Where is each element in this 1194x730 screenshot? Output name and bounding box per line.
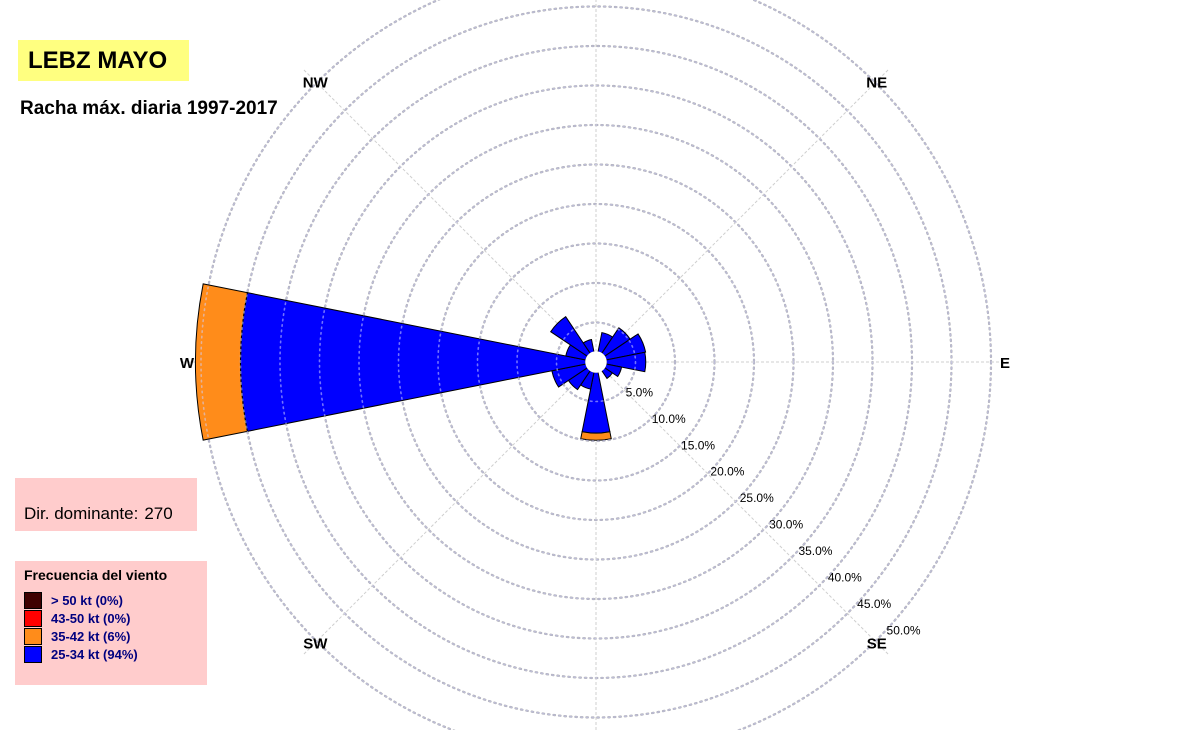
chart-subtitle: Racha máx. diaria 1997-2017 xyxy=(20,98,278,119)
legend-label: 25-34 kt (94%) xyxy=(51,646,138,662)
legend-swatch xyxy=(24,591,42,609)
radial-tick-label: 50.0% xyxy=(887,623,921,637)
legend: Frecuencia del viento > 50 kt (0%) 43-50… xyxy=(15,561,207,685)
radial-tick-label: 30.0% xyxy=(769,518,803,532)
legend-item: 35-42 kt (6%) xyxy=(24,627,207,645)
grid-ring-overlay xyxy=(279,45,913,679)
wind-petal xyxy=(240,292,587,432)
compass-label: SW xyxy=(303,636,328,653)
legend-label: > 50 kt (0%) xyxy=(51,592,123,608)
grid-ring-overlay xyxy=(555,321,637,403)
compass-label: SE xyxy=(867,636,887,653)
legend-item: 25-34 kt (94%) xyxy=(24,645,207,663)
legend-title: Frecuencia del viento xyxy=(24,567,168,583)
radial-tick-label: 5.0% xyxy=(626,385,654,399)
legend-swatch xyxy=(24,627,42,645)
wind-petals xyxy=(194,0,992,730)
legend-swatch xyxy=(24,645,42,663)
dominant-direction-box: Dir. dominante: 270 xyxy=(15,478,197,531)
compass-label: NW xyxy=(303,74,329,91)
legend-label: 35-42 kt (6%) xyxy=(51,628,131,644)
radial-tick-label: 20.0% xyxy=(710,465,744,479)
grid-ring-overlay xyxy=(516,282,676,442)
grid-spoke xyxy=(595,68,890,363)
legend-swatch xyxy=(24,609,42,627)
radial-tick-label: 10.0% xyxy=(652,412,686,426)
grid-ring-overlay xyxy=(397,163,795,561)
dominant-direction-label: Dir. dominante: xyxy=(24,504,139,523)
legend-item: > 50 kt (0%) xyxy=(24,591,207,609)
wind-petal xyxy=(580,431,612,441)
radial-tick-label: 40.0% xyxy=(828,570,862,584)
wind-petal xyxy=(194,283,248,441)
radial-tick-label: 35.0% xyxy=(798,544,832,558)
grid-ring-overlay xyxy=(476,242,716,482)
dominant-direction-value: 270 xyxy=(144,504,173,523)
grid-ring-overlay xyxy=(318,84,874,640)
grid-ring-overlay xyxy=(437,203,755,521)
compass-label: NE xyxy=(866,74,887,91)
chart-title: LEBZ MAYO xyxy=(18,40,189,81)
grid-spoke xyxy=(302,68,597,363)
grid-ring-overlay xyxy=(358,124,834,600)
calm-circle xyxy=(585,351,607,373)
grid-spoke xyxy=(302,361,597,656)
compass-label: E xyxy=(1000,355,1010,372)
chart-title-text: LEBZ MAYO xyxy=(28,46,168,74)
radial-tick-label: 15.0% xyxy=(681,438,715,452)
grid-ring-overlay xyxy=(239,5,953,719)
grid-spoke xyxy=(595,361,890,656)
radial-tick-label: 45.0% xyxy=(857,597,891,611)
compass-label: W xyxy=(180,355,195,372)
chart-labels: E NE NW W SW SE 5.0% 10.0% 15.0% 20.0% 25.0% 30.0% 3… xyxy=(180,74,1010,652)
legend-label: 43-50 kt (0%) xyxy=(51,610,131,626)
legend-item: 43-50 kt (0%) xyxy=(24,609,207,627)
radial-tick-label: 25.0% xyxy=(740,491,774,505)
grid-ring-overlay xyxy=(200,0,992,730)
